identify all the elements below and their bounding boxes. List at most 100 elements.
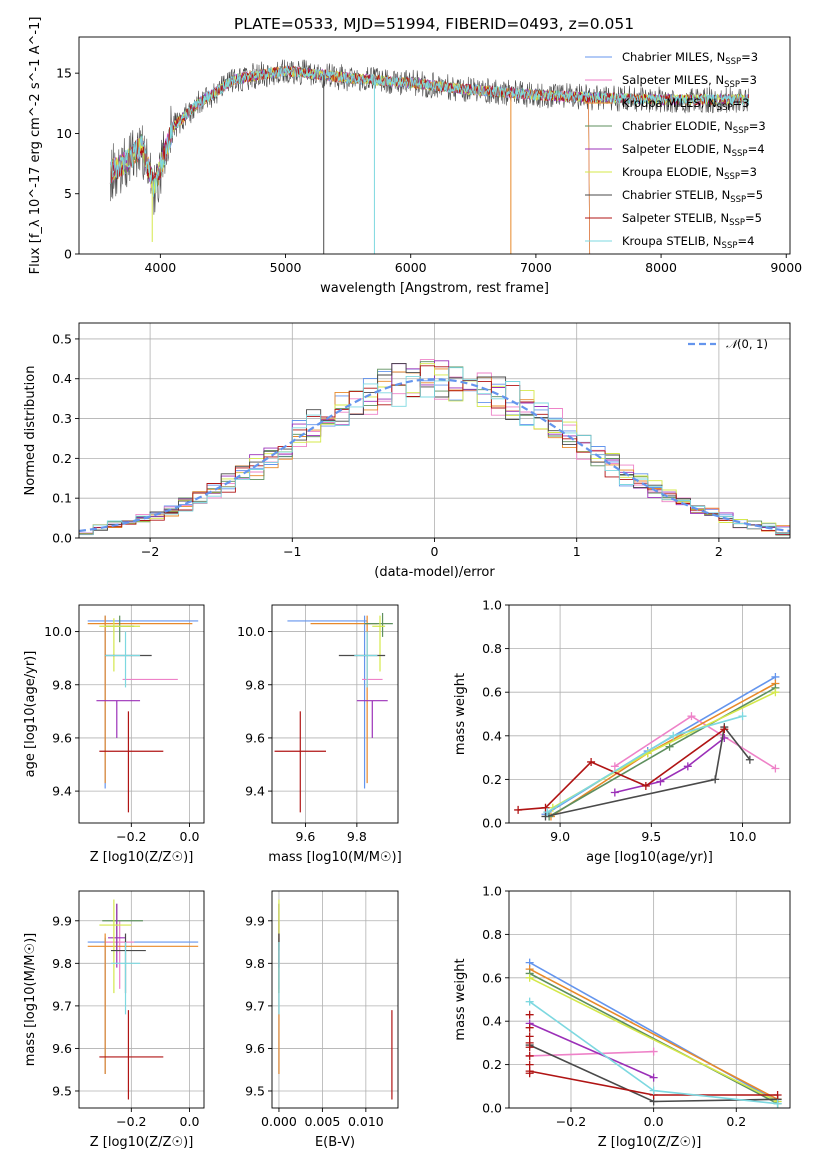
- plus-marker: [773, 1099, 782, 1108]
- legend-label-tail: (0, 1): [737, 337, 768, 351]
- x-tick-label: 10.0: [729, 829, 757, 844]
- y-tick-label: 9.7: [245, 998, 265, 1013]
- y-tick-label: 10.0: [44, 624, 72, 639]
- plus-marker: [525, 1069, 534, 1078]
- mass_vs_Z-grid: [79, 891, 204, 1108]
- plus-marker: [525, 1010, 534, 1019]
- residual_hist-panel: −2 −1 0 1 2 0.0 0.1 0.2 0.3 0.4 0.5 (data-model)/er…: [23, 322, 791, 580]
- plus-marker: [771, 764, 780, 773]
- y-tick-label: 0.4: [482, 728, 502, 743]
- errorbar-point: [274, 711, 326, 813]
- plus-marker: [649, 1073, 658, 1082]
- plus-marker: [665, 742, 674, 751]
- mass-weight-line: [545, 725, 751, 818]
- plus-marker: [683, 762, 692, 771]
- plus-marker: [525, 1051, 534, 1060]
- errorbar-point: [102, 903, 143, 951]
- mass-weight-line: [529, 1022, 654, 1079]
- x-tick-label: 4000: [144, 260, 176, 275]
- x-tick-label: 8000: [645, 260, 677, 275]
- plus-marker: [649, 1086, 658, 1095]
- x-tick-label: 0.2: [726, 1114, 746, 1129]
- legend-label: Chabrier ELODIE, NSSP=3: [622, 119, 766, 136]
- legend-label-tail: =3: [740, 73, 757, 87]
- mass_vs_Z-plot-area: [87, 899, 199, 1100]
- x-tick-label: 6000: [395, 260, 427, 275]
- y-tick-label: 0: [64, 247, 72, 262]
- legend-label: Chabrier MILES, NSSP=3: [622, 50, 758, 67]
- mass-weight-line: [529, 968, 778, 1101]
- mass_vs_Z-xlabel: Z [log10(Z/Z☉)]: [90, 1135, 194, 1150]
- y-tick-label: 0.0: [52, 531, 72, 546]
- x-tick-label: 1: [573, 544, 581, 559]
- legend-label-tail: =3: [741, 50, 758, 64]
- errorbar-point: [354, 631, 378, 688]
- spectrum-plot-area: [109, 59, 750, 254]
- plus-marker: [541, 812, 550, 821]
- mass_weight_vs_Z-plot-area: [525, 958, 782, 1108]
- legend-label-main: Kroupa STELIB, N: [622, 234, 722, 248]
- mass_weight_vs_Z-ylabel: mass weight: [453, 958, 468, 1040]
- y-tick-label: 9.8: [245, 677, 265, 692]
- y-tick-label: 0.2: [482, 772, 502, 787]
- plus-marker: [525, 997, 534, 1006]
- legend-label-sub: SSP: [732, 149, 748, 159]
- errorbar-point: [87, 615, 193, 784]
- plus-marker: [641, 781, 650, 790]
- y-tick-label: 9.8: [52, 956, 72, 971]
- plus-marker: [587, 757, 596, 766]
- age_vs_mass-plot-area: [274, 612, 393, 813]
- legend-label: Chabrier STELIB, NSSP=5: [622, 188, 763, 205]
- y-tick-label: 0.3: [52, 411, 72, 426]
- x-tick-label: −0.2: [116, 829, 146, 844]
- mass-weight-line: [529, 972, 778, 1105]
- errorbar-point: [105, 631, 141, 688]
- x-tick-label: 7000: [520, 260, 552, 275]
- plus-marker: [525, 973, 534, 982]
- spectrum-panel: 4000 5000 6000 7000 8000 9000 0 5 10 15 wavelength…: [28, 17, 802, 296]
- x-tick-label: 5000: [270, 260, 302, 275]
- errorbar-point: [108, 903, 126, 968]
- legend-label-tail: =4: [737, 234, 754, 248]
- y-tick-label: 1.0: [482, 884, 502, 899]
- plus-marker: [514, 805, 523, 814]
- errorbar-point: [364, 612, 393, 637]
- legend-label: Kroupa STELIB, NSSP=4: [622, 234, 754, 251]
- errorbar-point: [99, 618, 141, 672]
- residual_hist-xlabel: (data-model)/error: [374, 565, 495, 580]
- legend-label: Kroupa ELODIE, NSSP=3: [622, 165, 757, 182]
- age_vs_Z-panel: −0.2 0.0 9.4 9.6 9.8 10.0 Z [log10(Z/Z☉)] age […: [23, 604, 205, 865]
- y-tick-label: 0.6: [482, 970, 502, 985]
- y-tick-label: 0.0: [482, 1101, 502, 1116]
- x-tick-label: 0.0: [644, 1114, 664, 1129]
- mass_vs_ebv-xlabel: E(B-V): [315, 1135, 355, 1150]
- plus-marker: [771, 688, 780, 697]
- legend-label: Salpeter STELIB, NSSP=5: [622, 211, 762, 228]
- mass-weight-line: [614, 737, 725, 794]
- legend-label-tail: =3: [749, 119, 766, 133]
- legend-label-main: Chabrier MILES, N: [622, 50, 725, 64]
- y-tick-label: 9.4: [52, 784, 72, 799]
- mass_vs_ebv-grid: [272, 891, 398, 1108]
- y-tick-label: 10: [56, 126, 72, 141]
- mass_weight_vs_Z-frame: [508, 890, 791, 1109]
- legend-label: Kroupa MILES, NSSP=3: [622, 96, 749, 113]
- legend-label-tail: =5: [746, 188, 763, 202]
- age_vs_Z-plot-area: [87, 615, 199, 813]
- mass-weight-line: [529, 977, 778, 1103]
- x-tick-label: 0.0: [180, 1114, 200, 1129]
- plus-marker: [525, 1023, 534, 1032]
- y-tick-label: 0.1: [52, 491, 72, 506]
- x-tick-label: 0.005: [305, 1114, 341, 1129]
- age_vs_mass-xlabel: mass [log10(M/M☉)]: [268, 850, 401, 865]
- mass_vs_ebv-plot-area: [278, 899, 393, 1100]
- figure-title: PLATE=0533, MJD=51994, FIBERID=0493, z=0…: [234, 15, 634, 33]
- legend-label-sub: SSP: [733, 126, 749, 136]
- y-tick-label: 0.5: [52, 331, 72, 346]
- x-tick-label: −1: [283, 544, 301, 559]
- age_vs_mass-frame: [271, 604, 399, 824]
- x-tick-label: 9.0: [550, 829, 570, 844]
- legend-label-main: Kroupa MILES, N: [622, 96, 717, 110]
- mass_vs_Z-ylabel: mass [log10(M/M☉)]: [23, 933, 38, 1066]
- errorbar-point: [87, 615, 199, 789]
